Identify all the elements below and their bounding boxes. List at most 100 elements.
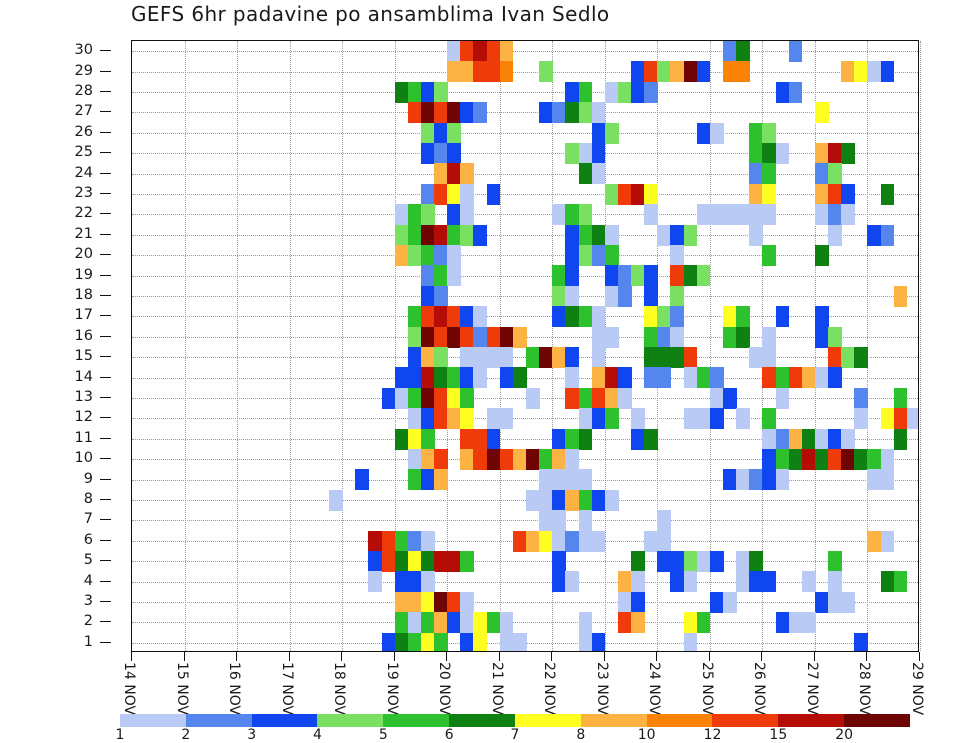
y-tick-label: 29 <box>74 62 93 79</box>
heatmap-cell <box>749 183 763 205</box>
heatmap-cell <box>591 245 606 266</box>
x-tick-label: 21 NOV <box>488 662 505 716</box>
heatmap-cell <box>407 551 422 572</box>
colorbar-segment <box>778 714 845 727</box>
heatmap-cell <box>670 61 685 83</box>
heatmap-cell <box>591 306 606 328</box>
heatmap-cell <box>814 428 829 450</box>
heatmap-cell <box>526 387 540 409</box>
heatmap-cell <box>578 408 593 430</box>
heatmap-cell <box>473 449 488 470</box>
y-tick-mark <box>100 91 111 92</box>
heatmap-cell <box>420 387 435 409</box>
heatmap-cell <box>801 449 816 470</box>
heatmap-cell <box>617 571 632 593</box>
heatmap-cell <box>394 591 409 613</box>
heatmap-cell <box>683 551 698 572</box>
heatmap-cell <box>473 306 488 328</box>
heatmap-cell <box>447 102 461 124</box>
heatmap-cell <box>420 306 435 328</box>
heatmap-cell <box>749 204 763 226</box>
y-tick-mark <box>100 641 111 643</box>
heatmap-cell <box>420 571 435 593</box>
heatmap-cell <box>486 347 501 368</box>
y-tick-label: 13 <box>74 389 93 405</box>
heatmap-cell <box>394 632 409 651</box>
heatmap-cell <box>565 81 580 103</box>
grid-line-horizontal <box>132 296 918 297</box>
heatmap-cell <box>407 428 422 450</box>
heatmap-cell <box>788 449 803 470</box>
x-tick-mark <box>813 652 815 661</box>
heatmap-cell <box>565 571 580 593</box>
heatmap-cell <box>473 367 488 389</box>
heatmap-cell <box>447 183 461 205</box>
heatmap-cell <box>762 143 777 164</box>
heatmap-cell <box>447 122 461 144</box>
heatmap-cell <box>814 183 829 205</box>
x-tick-mark <box>551 652 553 661</box>
heatmap-cell <box>407 245 422 266</box>
heatmap-cell <box>880 530 895 552</box>
heatmap-cell <box>420 367 435 389</box>
heatmap-cell <box>355 469 369 491</box>
heatmap-cell <box>854 632 869 651</box>
colorbar <box>120 714 910 727</box>
heatmap-cell <box>473 347 488 368</box>
heatmap-cell <box>801 428 816 450</box>
grid-line-vertical <box>184 41 186 651</box>
heatmap-cell <box>420 265 435 287</box>
heatmap-cell <box>657 530 672 552</box>
heatmap-cell <box>893 571 908 593</box>
heatmap-cell <box>434 367 448 389</box>
heatmap-cell <box>617 265 632 287</box>
grid-line-horizontal <box>132 234 918 236</box>
heatmap-cell <box>828 326 842 348</box>
heatmap-cell <box>407 224 422 246</box>
y-tick-mark <box>100 274 111 276</box>
plot-area <box>131 40 921 652</box>
heatmap-cell <box>657 326 672 348</box>
heatmap-cell <box>604 408 619 430</box>
heatmap-cell <box>460 183 475 205</box>
y-tick-label: 12 <box>74 409 93 426</box>
heatmap-cell <box>499 326 514 348</box>
heatmap-cell <box>670 285 685 307</box>
heatmap-cell <box>381 387 396 409</box>
heatmap-cell <box>460 408 475 430</box>
heatmap-cell <box>565 489 580 511</box>
heatmap-cell <box>434 143 448 164</box>
heatmap-cell <box>644 61 658 83</box>
y-tick-label: 1 <box>83 633 93 650</box>
heatmap-cell <box>670 551 685 572</box>
heatmap-cell <box>696 408 711 430</box>
heatmap-cell <box>447 612 461 634</box>
heatmap-cell <box>814 102 829 124</box>
heatmap-cell <box>604 183 619 205</box>
heatmap-cell <box>880 449 895 470</box>
heatmap-cell <box>591 367 606 389</box>
heatmap-cell <box>867 449 882 470</box>
heatmap-cell <box>749 163 763 185</box>
heatmap-cell <box>486 428 501 450</box>
heatmap-cell <box>447 163 461 185</box>
heatmap-cell <box>420 632 435 651</box>
heatmap-cell <box>447 41 461 62</box>
heatmap-cell <box>644 367 658 389</box>
y-tick-label: 21 <box>74 225 93 242</box>
heatmap-cell <box>420 81 435 103</box>
heatmap-cell <box>683 367 698 389</box>
heatmap-cell <box>420 612 435 634</box>
heatmap-cell <box>736 408 750 430</box>
heatmap-cell <box>394 530 409 552</box>
heatmap-cell <box>486 326 501 348</box>
y-tick-mark <box>100 478 111 480</box>
heatmap-cell <box>736 306 750 328</box>
y-tick-mark <box>100 560 111 562</box>
heatmap-cell <box>723 306 737 328</box>
colorbar-tick-label: 10 <box>637 727 656 743</box>
heatmap-cell <box>696 204 711 226</box>
y-tick-label: 25 <box>74 144 93 161</box>
heatmap-cell <box>749 122 763 144</box>
heatmap-cell <box>709 204 724 226</box>
